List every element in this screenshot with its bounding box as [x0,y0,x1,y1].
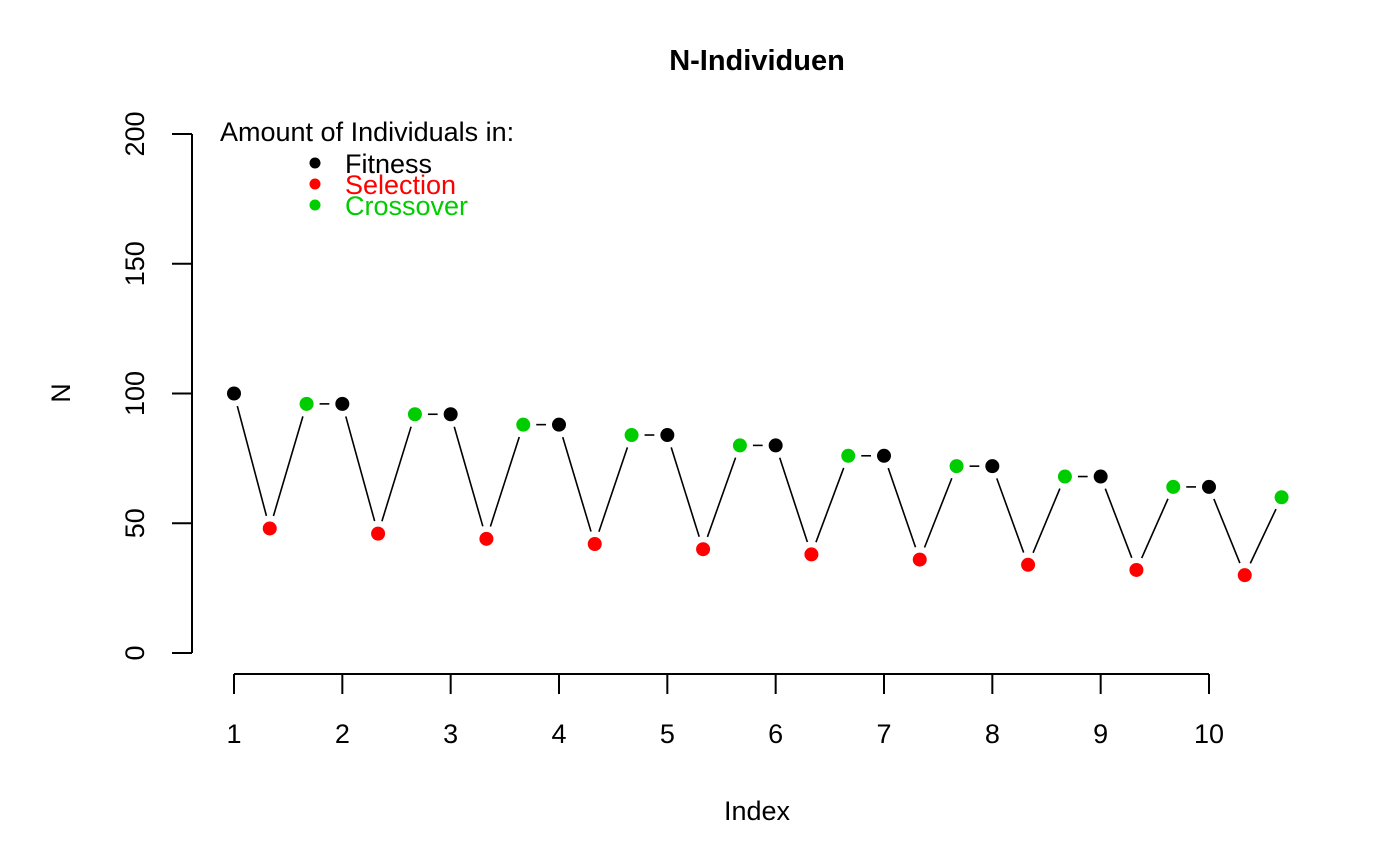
connector-segment [561,436,592,532]
connector-segment [453,426,484,527]
x-tick-label: 9 [1093,719,1108,749]
x-tick-label: 1 [226,719,241,749]
fitness-legend-label: Fitness [345,149,432,179]
connector-segment [778,457,809,543]
crossover-point [299,396,314,411]
fitness-point [877,448,891,463]
crossover-point [407,407,422,422]
legend: Amount of Individuals in: FitnessSelecti… [220,117,514,221]
connector-lines [236,403,1277,564]
connector-segment [1249,508,1277,564]
fitness-point [552,417,566,432]
fitness-point [335,396,350,411]
crossover-point [949,459,964,474]
x-tick-label: 6 [768,719,783,749]
fitness-point [985,459,1000,474]
fitness-legend-marker [309,157,321,169]
selection-point [262,521,277,536]
y-tick-label: 0 [120,645,150,660]
connector-segment [706,457,737,538]
connector-segment [1213,498,1241,564]
y-ticks: 0 50 100 150 200 [120,111,192,661]
x-ticks: 1 2 3 4 5 6 7 8 9 10 [226,674,1224,749]
selection-point [371,526,386,541]
connector-segment [670,447,700,538]
x-tick-label: 2 [335,719,350,749]
selection-point [1237,568,1252,583]
crossover-point [1057,469,1072,484]
x-tick-label: 10 [1194,719,1224,749]
selection-point [1021,557,1036,572]
selection-legend-label: Selection [345,170,456,200]
fitness-point [1093,469,1108,484]
selection-point [912,552,927,567]
x-tick-label: 3 [443,719,458,749]
connector-segment [236,405,268,517]
crossover-point [624,428,639,443]
selection-point [479,531,494,546]
connector-segment [345,416,376,522]
connector-segment [923,477,953,548]
x-tick-label: 4 [551,719,566,749]
x-tick-label: 5 [660,719,675,749]
connector-segment [381,426,412,522]
selection-point [696,542,711,557]
connector-segment [815,467,845,543]
connector-segment [272,416,304,517]
fitness-point [1202,479,1216,494]
crossover-point [1166,479,1181,494]
legend-title: Amount of Individuals in: [220,117,514,147]
crossover-point [516,417,531,432]
x-tick-label: 8 [985,719,1000,749]
chart-title: N-Individuen [669,45,845,77]
connector-segment [1104,488,1133,559]
connector-segment [996,478,1025,553]
fitness-point [227,386,241,401]
connector-segment [887,467,917,548]
x-tick-label: 7 [876,719,891,749]
connector-segment [489,436,521,527]
selection-point [1129,562,1144,577]
selection-point [804,547,819,562]
selection-legend-marker [309,178,321,190]
fitness-point [443,407,458,422]
crossover-point [732,438,747,453]
connector-segment [598,447,629,532]
selection-point [587,537,602,552]
fitness-point [768,438,783,453]
y-tick-label: 100 [120,371,150,416]
connector-segment [1140,498,1169,559]
crossover-point [841,448,856,463]
axes: 0 50 100 150 200 1 2 3 4 5 6 7 8 9 10 [120,111,1224,749]
fitness-point [660,428,675,443]
crossover-point [1274,490,1289,505]
crossover-legend-label: Crossover [345,191,468,221]
connector-segment [1032,488,1061,554]
y-tick-label: 50 [120,508,150,538]
y-axis-label: N [46,383,76,403]
y-tick-label: 200 [120,111,150,156]
crossover-legend-marker [309,199,321,211]
x-axis-label: Index [724,796,791,826]
data-points [227,386,1289,583]
y-tick-label: 150 [120,241,150,286]
